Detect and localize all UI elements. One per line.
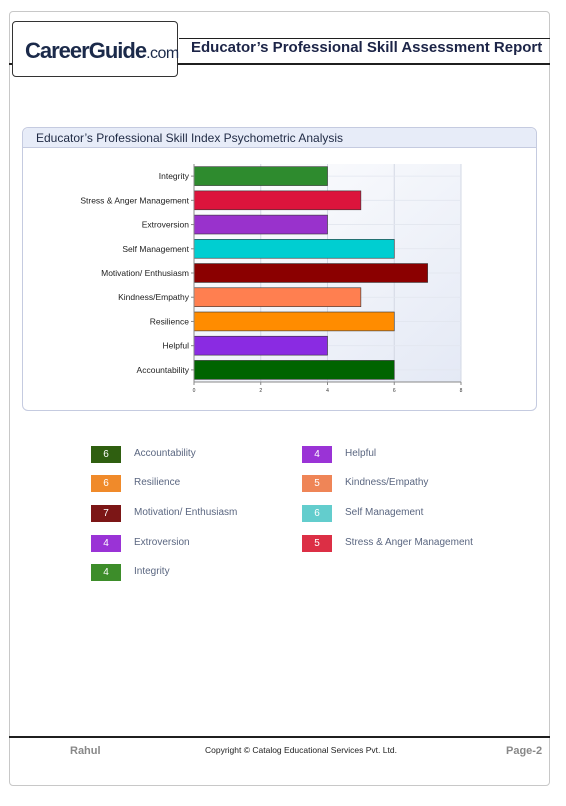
y-tick-label: Helpful [163,341,190,351]
header-divider-bottom [9,63,550,65]
footer-divider [9,736,550,738]
legend-label: Kindness/Empathy [345,477,429,488]
report-title: Educator’s Professional Skill Assessment… [191,39,543,56]
logo-suffix: .com [146,45,179,62]
careerguide-logo: CareerGuide.com [12,21,179,77]
y-tick-label: Motivation/ Enthusiasm [101,268,189,278]
skill-bar-chart: 0 2 4 6 8 Integrity Stress & Anger Management E… [80,164,463,394]
legend-value-badge: 5 [302,475,332,492]
bar [193,190,362,211]
bar [193,311,395,332]
header-divider-top [179,38,550,39]
footer-user-name: Rahul [70,745,101,757]
bar [193,263,428,283]
logo-text: CareerGuide.com [25,38,179,64]
footer-page-number: Page-2 [506,745,543,757]
y-tick-label: Kindness/Empathy [118,292,190,302]
bar [193,335,328,356]
legend-label: Extroversion [134,537,190,548]
footer-copyright: Copyright © Catalog Educational Services… [205,745,397,755]
y-tick-label: Extroversion [142,220,190,230]
legend-value-badge: 6 [302,505,332,522]
x-tick-label: 8 [460,388,463,394]
x-tick-label: 0 [193,388,196,394]
legend-value-badge: 4 [302,446,332,463]
y-tick-label: Integrity [159,171,190,181]
y-tick-label: Stress & Anger Management [80,195,189,205]
x-tick-label: 6 [393,388,396,394]
page-frame [9,11,550,786]
legend-value-badge: 6 [91,475,121,492]
legend-label: Integrity [134,566,170,577]
bar [193,166,328,186]
chart-panel-header: Educator’s Professional Skill Index Psyc… [23,128,536,148]
legend-value-badge: 6 [91,446,121,463]
bar [193,214,328,235]
y-tick-label: Self Management [122,244,189,254]
chart-panel-title: Educator’s Professional Skill Index Psyc… [36,131,344,145]
bar [193,287,362,307]
legend-label: Accountability [134,448,196,459]
logo-main: CareerGuide [25,38,147,63]
legend-label: Resilience [134,477,181,488]
bar [193,239,395,259]
y-tick-label: Resilience [150,316,189,326]
legend-label: Helpful [345,448,377,459]
x-tick-label: 2 [259,388,262,394]
legend-label: Motivation/ Enthusiasm [134,507,238,518]
legend-value-badge: 7 [91,505,121,522]
legend-label: Stress & Anger Management [345,537,473,548]
legend-value-badge: 4 [91,535,121,552]
x-tick-label: 4 [326,388,329,394]
y-tick-label: Accountability [137,365,190,375]
bar [193,360,395,380]
legend-value-badge: 4 [91,564,121,581]
legend-label: Self Management [345,507,424,518]
legend-value-badge: 5 [302,535,332,552]
